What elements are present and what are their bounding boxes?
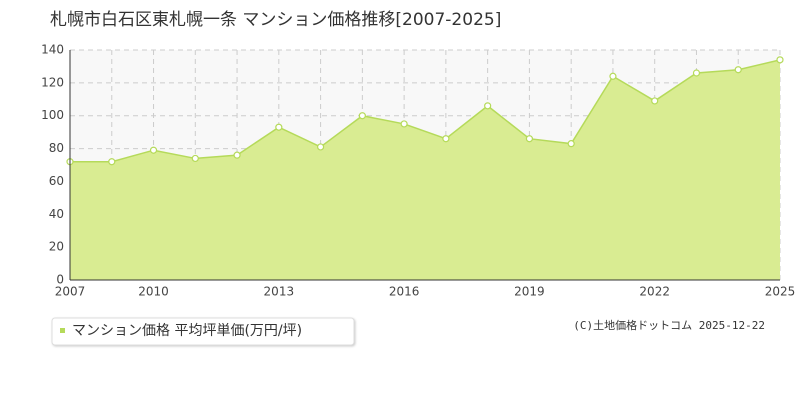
x-tick-label: 2019 bbox=[514, 285, 545, 299]
data-point bbox=[400, 120, 408, 128]
series-line bbox=[70, 59, 781, 163]
x-tick-label: 2007 bbox=[55, 285, 86, 299]
y-tick-label: 140 bbox=[41, 43, 64, 57]
data-point bbox=[525, 135, 534, 143]
data-point bbox=[149, 146, 158, 154]
legend-box bbox=[51, 317, 355, 346]
x-tick-label: 2013 bbox=[264, 285, 295, 299]
data-point bbox=[233, 151, 241, 159]
y-tick-label: 80 bbox=[49, 141, 64, 155]
data-point bbox=[442, 135, 450, 143]
data-point bbox=[692, 69, 701, 77]
x-tick-label: 2025 bbox=[765, 285, 796, 299]
legend: マンション価格 平均坪単価(万円/坪) bbox=[51, 317, 355, 346]
legend-swatch bbox=[60, 328, 65, 333]
y-tick-label: 40 bbox=[49, 207, 64, 221]
x-tick-label: 2010 bbox=[138, 285, 169, 299]
source-note: (C)土地価格ドットコム 2025-12-22 bbox=[573, 318, 765, 332]
data-point bbox=[316, 143, 325, 151]
data-point bbox=[651, 97, 659, 105]
data-point bbox=[358, 112, 366, 120]
legend-label: マンション価格 平均坪単価(万円/坪) bbox=[72, 323, 302, 339]
x-tick-label: 2022 bbox=[639, 285, 670, 299]
area-fill bbox=[70, 59, 780, 280]
y-tick-label: 60 bbox=[49, 174, 64, 188]
data-point bbox=[484, 102, 492, 110]
x-tick-label: 2016 bbox=[389, 285, 420, 299]
data-point bbox=[734, 66, 742, 74]
data-point bbox=[609, 72, 617, 80]
y-tick-label: 0 bbox=[56, 273, 64, 287]
y-tick-label: 100 bbox=[41, 108, 64, 122]
data-point bbox=[191, 154, 199, 163]
y-tick-label: 120 bbox=[41, 75, 64, 89]
y-tick-label: 20 bbox=[49, 240, 64, 254]
data-point bbox=[776, 56, 784, 64]
data-point bbox=[275, 123, 283, 131]
chart-title: 札幌市白石区東札幌一条 マンション価格推移[2007-2025] bbox=[50, 10, 501, 30]
data-point bbox=[567, 140, 575, 148]
data-point bbox=[108, 158, 116, 166]
